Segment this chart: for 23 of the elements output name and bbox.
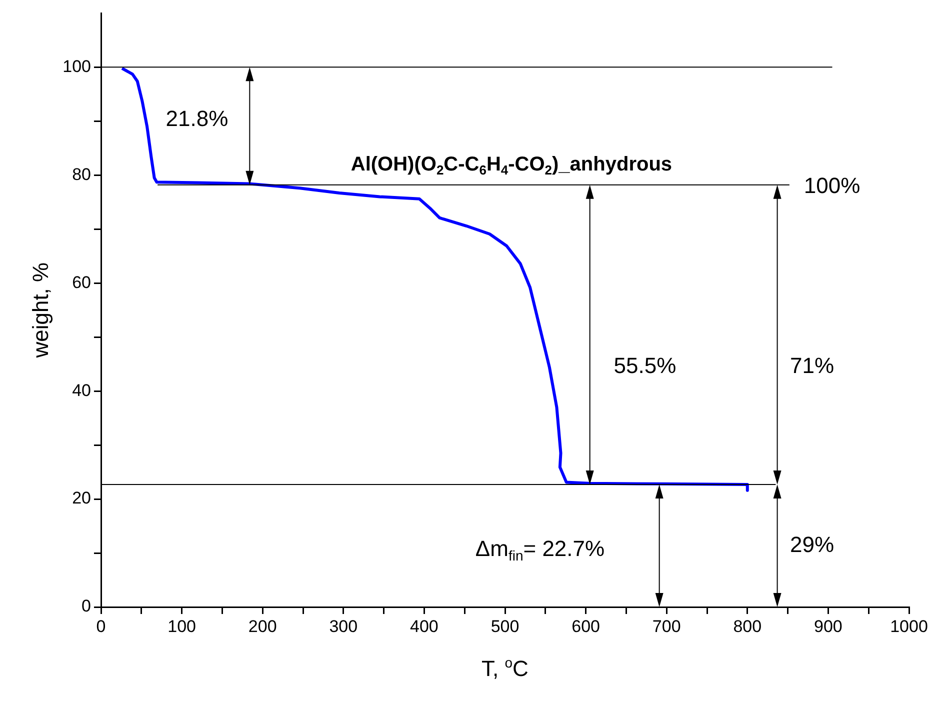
x-tick-label: 0 <box>96 616 106 636</box>
annotation: 100% <box>804 173 860 198</box>
annotation: 29% <box>790 532 834 558</box>
x-tick-label: 200 <box>248 616 277 636</box>
y-tick-label: 60 <box>72 272 91 292</box>
x-tick-label: 900 <box>814 616 842 636</box>
x-tick-label: 800 <box>733 616 762 636</box>
x-tick-label: 500 <box>490 616 520 636</box>
y-axis-title: weight, % <box>28 262 54 359</box>
y-tick-label: 0 <box>82 596 91 616</box>
annotation: 21.8% <box>166 106 228 132</box>
x-tick-label: 700 <box>652 616 681 636</box>
x-tick-label: 1000 <box>890 616 928 636</box>
y-tick-label: 40 <box>72 380 91 400</box>
x-tick-label: 400 <box>410 616 438 636</box>
annotation: 71% <box>790 353 834 378</box>
annotation: 55.5% <box>614 353 676 378</box>
y-tick-label: 20 <box>72 488 91 508</box>
y-tick-label: 100 <box>62 56 91 76</box>
x-tick-label: 300 <box>329 616 358 636</box>
x-tick-label: 100 <box>168 616 196 636</box>
y-tick-label: 80 <box>72 164 91 184</box>
x-tick-label: 600 <box>572 616 600 636</box>
